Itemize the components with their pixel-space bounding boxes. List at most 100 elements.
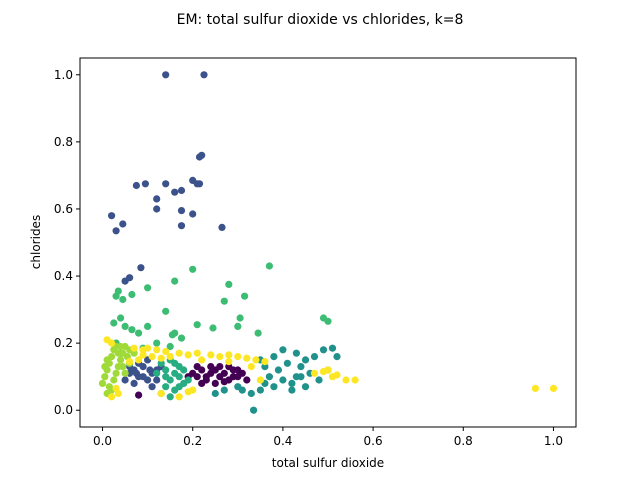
data-point — [261, 363, 269, 371]
data-point — [108, 339, 116, 347]
data-point — [220, 378, 228, 386]
data-point — [301, 383, 310, 391]
data-point — [177, 334, 186, 342]
x-tick-label: 0.0 — [93, 434, 112, 448]
data-point — [229, 373, 237, 381]
data-point — [162, 366, 170, 374]
data-point — [177, 186, 186, 195]
data-point — [279, 376, 287, 384]
data-point — [211, 379, 219, 387]
data-point — [315, 376, 323, 384]
points-layer — [98, 71, 558, 414]
data-point — [301, 356, 310, 364]
data-point — [333, 353, 341, 361]
y-tick-label: 0.4 — [54, 269, 73, 283]
data-point — [98, 379, 107, 387]
data-point — [162, 180, 170, 188]
data-point — [234, 383, 242, 391]
data-point — [531, 384, 540, 392]
data-point — [139, 351, 147, 359]
data-point — [256, 376, 264, 384]
data-point — [171, 359, 179, 367]
data-point — [193, 321, 201, 329]
data-point — [324, 317, 332, 325]
data-point — [225, 280, 233, 288]
data-point — [209, 324, 217, 332]
data-point — [128, 290, 136, 299]
data-point — [297, 363, 305, 371]
data-point — [153, 346, 161, 354]
data-point — [198, 379, 206, 387]
data-point — [175, 393, 183, 401]
data-point — [218, 223, 226, 231]
data-point — [171, 329, 179, 337]
data-point — [121, 342, 129, 351]
data-point — [225, 358, 233, 366]
data-point — [146, 366, 154, 374]
chart-title: EM: total sulfur dioxide vs chlorides, k… — [177, 12, 464, 28]
data-point — [288, 379, 296, 387]
data-point — [110, 319, 118, 327]
data-point — [198, 356, 206, 364]
data-point — [297, 373, 305, 381]
data-point — [101, 373, 109, 381]
data-point — [114, 363, 122, 371]
data-point — [105, 383, 113, 391]
y-axis: 0.0 0.2 0.4 0.6 0.8 1.0 — [54, 68, 80, 417]
x-tick-label: 0.4 — [273, 434, 292, 448]
data-point — [157, 389, 165, 398]
data-point — [207, 363, 215, 371]
data-point — [162, 71, 170, 79]
data-point — [270, 383, 278, 391]
data-point — [108, 393, 116, 401]
data-point — [184, 351, 192, 359]
x-axis: 0.0 0.2 0.4 0.6 0.8 1.0 — [93, 427, 563, 448]
data-point — [193, 363, 201, 371]
y-tick-label: 0.8 — [54, 135, 73, 149]
data-point — [135, 329, 143, 337]
data-point — [112, 227, 120, 235]
data-point — [166, 353, 174, 361]
data-point — [144, 344, 152, 352]
data-point — [130, 379, 138, 387]
data-point — [108, 212, 116, 220]
data-point — [256, 386, 264, 394]
data-point — [250, 406, 258, 414]
data-point — [549, 384, 558, 392]
data-point — [135, 356, 143, 364]
data-point — [195, 153, 204, 161]
data-point — [247, 363, 255, 371]
data-point — [328, 344, 337, 352]
data-point — [144, 322, 152, 330]
data-point — [162, 373, 170, 381]
data-point — [241, 292, 249, 300]
data-point — [166, 393, 174, 401]
data-point — [128, 326, 136, 334]
y-tick-label: 0.2 — [54, 336, 73, 350]
data-point — [166, 342, 174, 351]
data-point — [157, 354, 165, 362]
y-tick-label: 0.0 — [54, 403, 73, 417]
data-point — [121, 322, 129, 330]
data-point — [162, 347, 170, 356]
plot-frame — [79, 57, 577, 428]
data-point — [333, 371, 341, 379]
data-point — [207, 351, 215, 359]
data-point — [265, 373, 273, 381]
data-point — [130, 344, 138, 352]
data-point — [220, 297, 228, 305]
data-point — [130, 349, 138, 357]
data-point — [220, 386, 228, 394]
data-point — [234, 353, 242, 361]
data-point — [171, 277, 179, 285]
data-point — [236, 314, 244, 322]
data-point — [112, 369, 120, 377]
data-point — [177, 222, 186, 230]
data-point — [184, 376, 192, 384]
data-point — [144, 284, 152, 292]
data-point — [101, 363, 109, 371]
data-point — [324, 366, 332, 374]
data-point — [121, 369, 129, 377]
data-point — [110, 376, 118, 384]
